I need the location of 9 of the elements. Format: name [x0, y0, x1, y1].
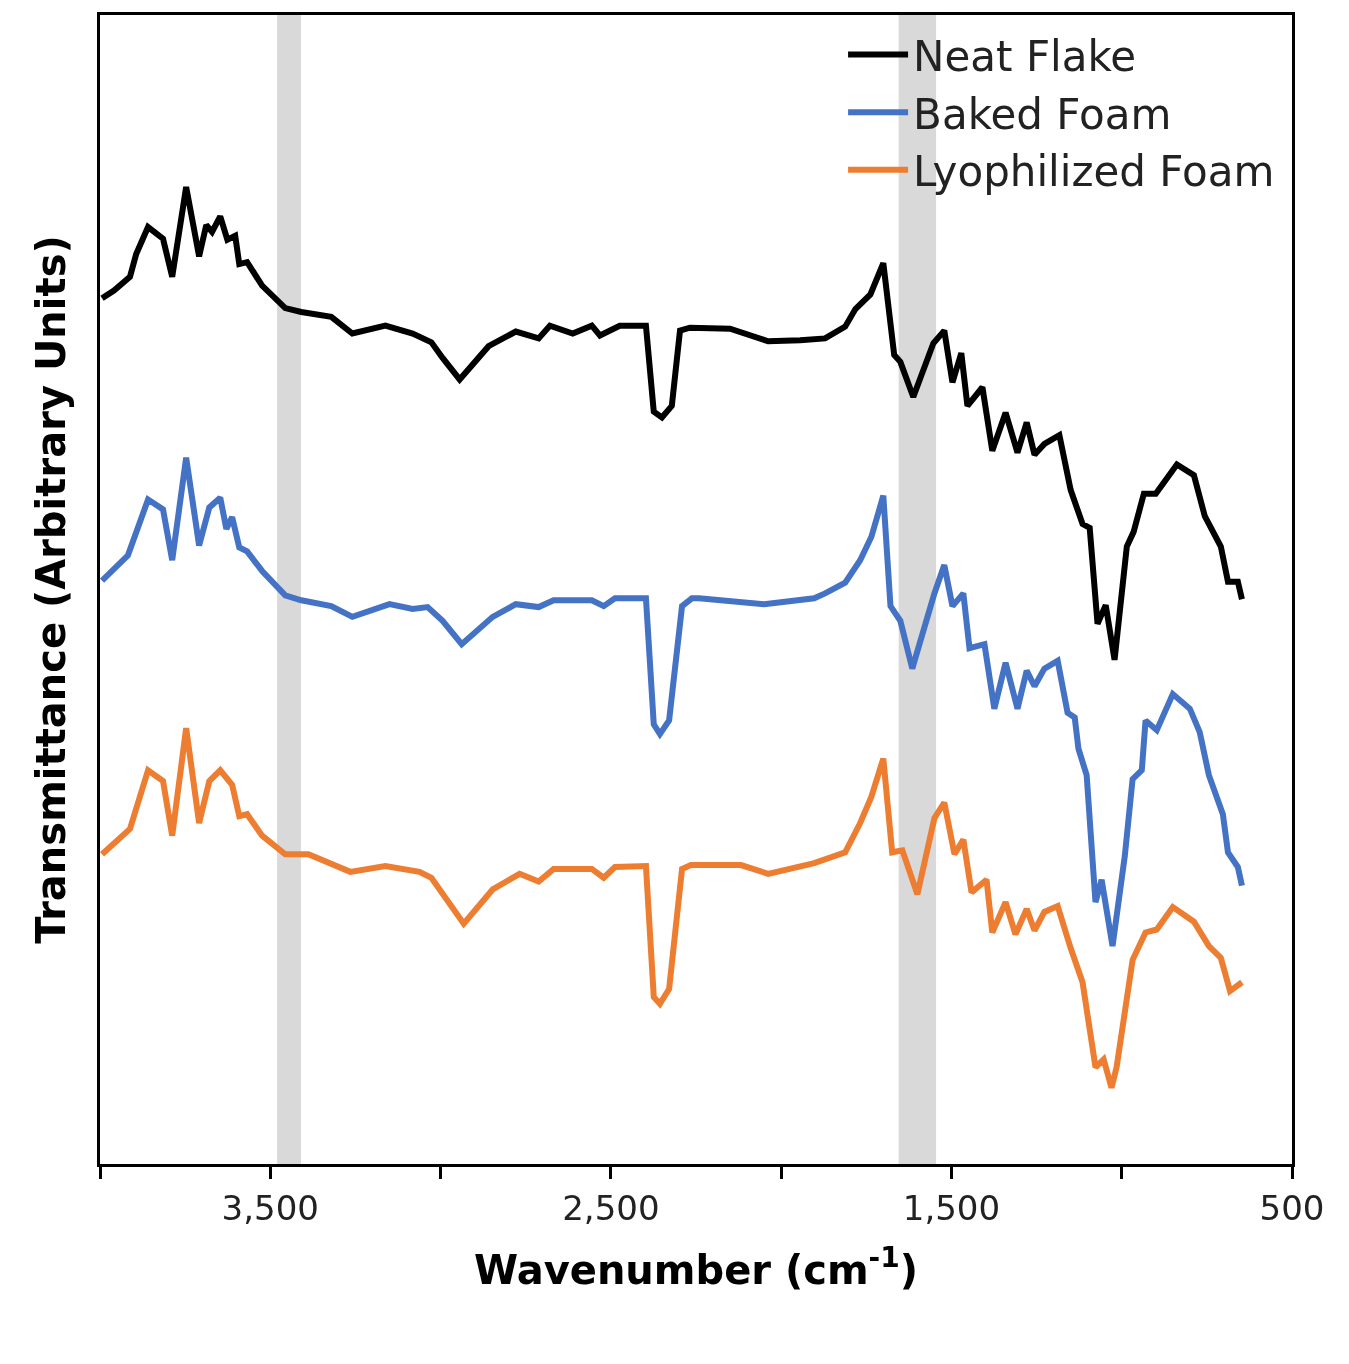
legend-label: Lyophilized Foam [913, 147, 1275, 197]
x-tick-label: 500 [1259, 1187, 1325, 1228]
legend-label: Neat Flake [913, 31, 1137, 81]
x-tick-label: 3,500 [221, 1187, 319, 1228]
legend-label: Baked Foam [913, 89, 1172, 139]
y-axis-title: Transmittance (Arbitrary Units) [27, 235, 74, 944]
x-axis-title: Wavenumber (cm$^{-1}$) [474, 1241, 918, 1294]
x-tick-label: 1,500 [902, 1187, 1001, 1228]
x-tick-label: 2,500 [562, 1187, 660, 1228]
